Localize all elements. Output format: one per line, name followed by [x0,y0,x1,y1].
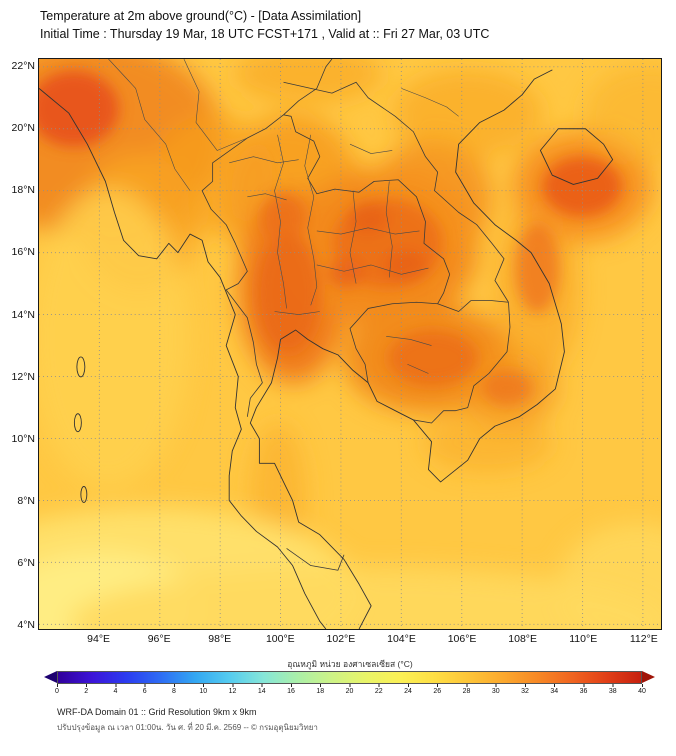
y-axis-labels: 22°N 20°N 18°N 16°N 14°N 12°N 10°N 8°N 6°N 4°N [2,58,35,632]
colorbar-tick-label: 22 [374,688,383,695]
lat-tick-label: 10°N [11,432,35,445]
colorbar-tick-label: 32 [521,688,529,695]
colorbar-tick-label: 34 [550,688,559,695]
colorbar-tick-label: 24 [404,688,412,695]
lat-tick-label: 16°N [11,246,35,259]
colorbar-tick-label: 20 [345,688,354,695]
page-subtitle: Initial Time : Thursday 19 Mar, 18 UTC F… [40,27,490,41]
page-title: Temperature at 2m above ground(°C) - [Da… [40,9,362,23]
colorbar-left-arrow [44,671,57,683]
lon-tick-label: 94°E [87,633,111,645]
colorbar-tick-label: 30 [491,688,500,695]
colorbar-tick-label: 8 [172,688,176,695]
colorbar-tick-label: 14 [257,688,266,695]
colorbar-tick-label: 2 [84,688,89,695]
lon-tick-label: 106°E [447,633,477,645]
province-boundaries [108,59,459,374]
colorbar-tick-label: 36 [579,688,588,695]
lat-tick-label: 22°N [11,59,35,72]
temperature-map-svg [39,59,661,629]
lat-tick-label: 12°N [11,370,35,383]
lon-tick-label: 98°E [208,633,232,645]
hainan-island [539,128,614,185]
colorbar-tick-labels: 0 2 4 6 8 10 12 14 16 18 20 22 24 26 28 30 32 34 36 38 40 [55,688,646,698]
colorbar-tick-label: 28 [462,688,471,695]
lat-tick-label: 14°N [11,308,35,321]
colorbar [44,671,655,684]
temperature-field-soft-blobs [39,59,661,629]
colorbar-tick-label: 4 [113,688,118,695]
lat-tick-label: 20°N [11,121,35,134]
colorbar-tick-label: 0 [55,688,59,695]
lon-tick-label: 100°E [265,633,295,645]
header: Temperature at 2m above ground(°C) - [Da… [40,7,489,43]
lat-tick-label: 6°N [17,557,35,570]
lon-tick-label: 104°E [387,633,416,645]
colorbar-tick-label: 10 [199,688,208,695]
x-axis-labels: 94°E 96°E 98°E 100°E 102°E 104°E 106°E 108°E 110… [38,633,662,647]
lon-tick-label: 108°E [508,633,538,645]
colorbar-tick-label: 38 [608,688,617,695]
lon-tick-label: 102°E [326,633,356,645]
footer-domain-info: WRF-DA Domain 01 :: Grid Resolution 9km … [57,707,257,717]
colorbar-tick-label: 26 [433,688,442,695]
colorbar-tick-label: 18 [316,688,325,695]
colorbar-tick-label: 12 [228,688,237,695]
coastlines [39,69,614,629]
lon-tick-label: 110°E [569,633,598,645]
lon-tick-label: 112°E [629,633,658,645]
colorbar-tick-label: 16 [287,688,295,695]
lat-tick-label: 4°N [17,619,35,632]
country-borders [201,59,511,571]
colorbar-right-arrow [642,671,655,683]
footer-update-info: ปรับปรุงข้อมูล ณ เวลา 01:00น. วัน ศ. ที่… [57,723,318,732]
colorbar-tick-label: 6 [142,688,147,695]
lon-tick-label: 96°E [147,633,171,645]
temperature-field-hot-cores [39,70,623,406]
colorbar-title: อุณหภูมิ หน่วย องศาเซลเซียส (°C) [287,659,413,669]
lat-tick-label: 8°N [17,495,35,508]
map-plot-area [38,58,662,630]
colorbar-tick-marks [57,684,643,687]
colorbar-gradient [57,671,642,684]
colorbar-tick-label: 40 [638,688,646,695]
lat-tick-label: 18°N [11,184,35,197]
